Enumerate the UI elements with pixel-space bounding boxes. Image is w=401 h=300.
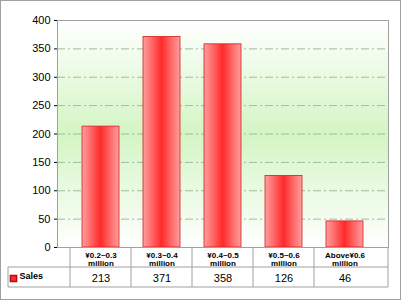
svg-text:Sales: Sales: [20, 271, 44, 281]
svg-text:150: 150: [32, 156, 50, 168]
svg-text:0: 0: [44, 241, 50, 253]
svg-text:350: 350: [32, 42, 50, 54]
svg-text:250: 250: [32, 99, 50, 111]
svg-text:200: 200: [32, 128, 50, 140]
svg-text:371: 371: [153, 272, 171, 284]
svg-text:50: 50: [38, 213, 50, 225]
svg-text:213: 213: [92, 272, 110, 284]
svg-text:¥0.5~0.6million: ¥0.5~0.6million: [268, 251, 300, 268]
svg-text:400: 400: [32, 14, 50, 26]
svg-text:¥0.3~0.4million: ¥0.3~0.4million: [146, 251, 178, 268]
svg-text:300: 300: [32, 71, 50, 83]
svg-text:¥0.4~0.5million: ¥0.4~0.5million: [207, 251, 239, 268]
svg-text:¥0.2~0.3million: ¥0.2~0.3million: [85, 251, 117, 268]
svg-text:358: 358: [214, 272, 232, 284]
svg-text:126: 126: [275, 272, 293, 284]
svg-text:46: 46: [339, 272, 351, 284]
svg-text:Above¥0.6million: Above¥0.6million: [325, 251, 366, 268]
svg-text:100: 100: [32, 184, 50, 196]
